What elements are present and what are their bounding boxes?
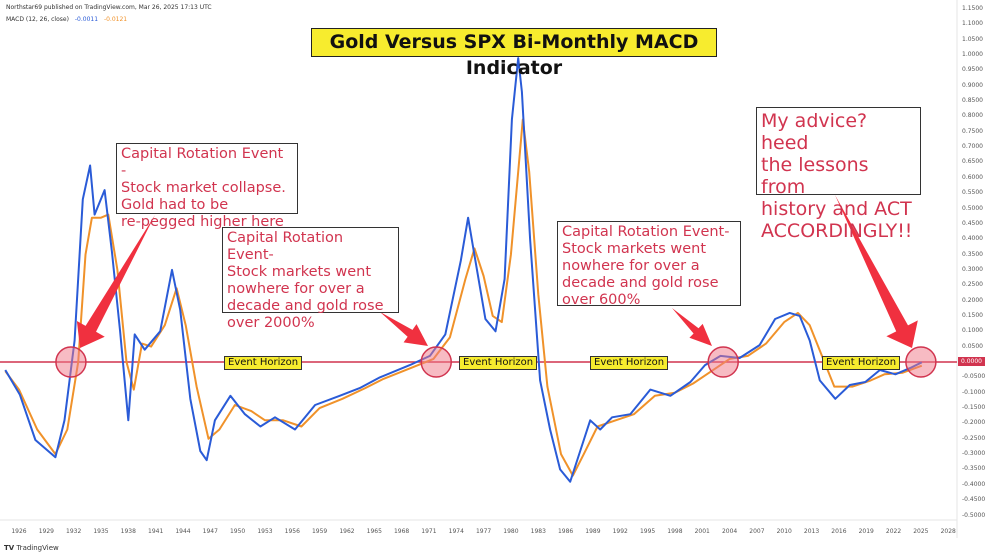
x-tick-label: 2013 [803, 528, 820, 535]
x-tick-label: 2022 [885, 528, 902, 535]
signal-line [4, 118, 923, 477]
arrow-pointer [76, 215, 155, 348]
y-tick-label: -0.1500 [962, 404, 986, 412]
y-tick-label: 0.6000 [962, 173, 983, 181]
y-tick-label: 0.7000 [962, 143, 983, 151]
event-horizon-label: Event Horizon [822, 356, 901, 370]
event-circle [55, 346, 87, 378]
y-tick-label: 0.1500 [962, 311, 983, 319]
x-tick-label: 1998 [667, 528, 683, 535]
x-tick-label: 1941 [148, 528, 164, 535]
y-tick-label: 0.4500 [962, 219, 983, 227]
y-tick-label: 0.5000 [962, 204, 983, 212]
y-tick-label: 0.9500 [962, 66, 983, 74]
publish-info: Northstar69 published on TradingView.com… [6, 4, 212, 11]
y-tick-label: 0.3000 [962, 265, 983, 273]
annotation-note-2001: Capital Rotation Event- Stock markets we… [557, 221, 741, 308]
x-tick-label: 2019 [858, 528, 874, 535]
indicator-legend[interactable]: MACD (12, 26, close) -0.0011 -0.0121 [6, 16, 127, 23]
x-tick-label: 2004 [721, 528, 738, 535]
y-tick-label: 0.4000 [962, 235, 983, 243]
arrow-pointer [672, 308, 712, 346]
y-tick-label: -0.2500 [962, 434, 986, 442]
event-horizon-label: Event Horizon [590, 356, 669, 370]
x-tick-label: 1980 [503, 528, 519, 535]
x-tick-label: 2028 [940, 528, 956, 535]
y-tick-label: 0.8500 [962, 97, 983, 105]
event-horizon-label: Event Horizon [224, 356, 303, 370]
x-tick-label: 1950 [229, 528, 246, 535]
tradingview-logo[interactable]: TV TradingView [4, 544, 59, 552]
y-tick-label: -0.0500 [962, 373, 986, 381]
y-tick-label: 1.0000 [962, 51, 983, 58]
x-tick-label: 1956 [284, 528, 300, 535]
zero-line-badge: 0.0000 [958, 357, 985, 366]
x-tick-label: 1974 [448, 528, 464, 535]
y-tick-label: 0.2000 [962, 296, 983, 304]
indicator-name: MACD (12, 26, close) [6, 16, 69, 23]
y-tick-label: -0.5000 [962, 511, 986, 519]
y-tick-label: -0.3000 [962, 450, 986, 458]
x-tick-label: 1932 [66, 528, 82, 535]
y-tick-label: -0.3500 [962, 465, 986, 473]
x-tick-label: 2010 [776, 528, 792, 535]
x-tick-label: 1968 [393, 528, 410, 535]
x-tick-label: 1944 [175, 528, 191, 535]
x-tick-label: 1962 [339, 528, 355, 535]
x-tick-label: 1959 [311, 528, 328, 535]
y-tick-label: 0.6500 [962, 158, 983, 166]
arrow-pointer [835, 195, 918, 348]
y-tick-label: 1.1500 [962, 4, 983, 12]
y-tick-label: 0.2500 [962, 281, 983, 289]
x-tick-label: 1986 [557, 528, 574, 535]
annotation-note-1929: Capital Rotation Event - Stock market co… [116, 143, 298, 230]
x-tick-label: 1971 [421, 528, 437, 535]
event-circle [707, 346, 739, 378]
macd-value: -0.0011 [74, 16, 99, 23]
y-tick-label: -0.4000 [962, 480, 986, 488]
x-tick-label: 1935 [93, 528, 109, 535]
x-tick-label: 1929 [38, 528, 54, 535]
x-tick-label: 1995 [639, 528, 656, 535]
x-tick-label: 2025 [913, 528, 929, 535]
y-tick-label: -0.1000 [962, 388, 986, 396]
event-horizon-label: Event Horizon [459, 356, 538, 370]
y-tick-label: 0.1000 [962, 327, 983, 335]
x-tick-label: 2016 [831, 528, 847, 535]
event-circle [420, 346, 452, 378]
x-tick-label: 1953 [257, 528, 273, 535]
y-tick-label: 0.3500 [962, 250, 983, 258]
x-tick-label: 1926 [11, 528, 27, 535]
annotation-note-1971: Capital Rotation Event- Stock markets we… [222, 227, 399, 331]
annotation-note-advice: My advice? heed the lessons from history… [756, 107, 921, 242]
y-tick-label: 1.0500 [962, 35, 983, 43]
x-tick-label: 1947 [202, 528, 218, 535]
arrow-pointer [380, 312, 428, 346]
y-tick-label: 0.0500 [962, 342, 983, 350]
event-circle [905, 346, 937, 378]
y-tick-label: 0.8000 [962, 112, 983, 120]
y-tick-label: -0.4500 [962, 496, 986, 504]
x-tick-label: 1992 [612, 528, 628, 535]
x-tick-label: 1977 [475, 528, 492, 535]
y-tick-label: 0.7500 [962, 127, 983, 135]
x-tick-label: 1938 [120, 528, 136, 535]
y-tick-label: 0.9000 [962, 81, 983, 89]
y-tick-label: -0.2000 [962, 419, 986, 427]
x-tick-label: 2007 [749, 528, 765, 535]
x-tick-label: 1989 [585, 528, 601, 535]
chart-title: Gold Versus SPX Bi-Monthly MACD Indicato… [311, 28, 717, 79]
signal-value: -0.0121 [103, 16, 128, 23]
y-tick-label: 0.5500 [962, 189, 983, 197]
x-tick-label: 1983 [530, 528, 546, 535]
macd-line [4, 57, 923, 483]
x-tick-label: 1965 [366, 528, 382, 535]
brand-name: TradingView [16, 544, 59, 552]
y-tick-label: 1.1000 [962, 20, 983, 28]
x-tick-label: 2001 [694, 528, 710, 535]
